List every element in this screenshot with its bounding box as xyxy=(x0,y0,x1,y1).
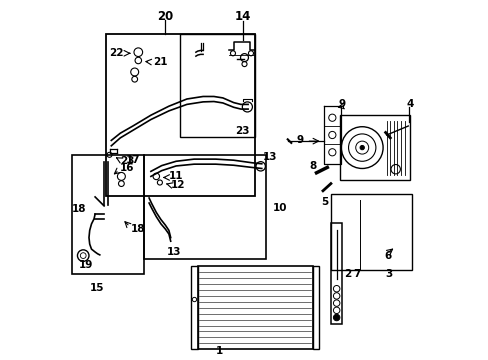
Text: 14: 14 xyxy=(234,10,250,23)
Text: 22: 22 xyxy=(109,48,123,58)
Text: 7: 7 xyxy=(352,269,360,279)
Text: 17: 17 xyxy=(125,155,140,165)
Bar xyxy=(339,115,409,180)
Text: 3: 3 xyxy=(384,269,391,279)
Circle shape xyxy=(359,145,364,150)
Text: 11: 11 xyxy=(168,171,183,181)
Text: 15: 15 xyxy=(89,283,104,293)
Text: 4: 4 xyxy=(406,99,413,109)
Bar xyxy=(106,34,255,196)
Bar xyxy=(312,266,319,349)
Text: 19: 19 xyxy=(79,260,93,270)
Text: 23: 23 xyxy=(120,156,135,166)
Text: 23: 23 xyxy=(235,126,249,136)
Text: 5: 5 xyxy=(320,197,327,207)
Circle shape xyxy=(333,314,339,321)
Text: 9: 9 xyxy=(337,99,345,109)
Text: 13: 13 xyxy=(167,247,181,257)
Text: 12: 12 xyxy=(170,180,185,190)
Bar xyxy=(330,194,411,270)
Text: 2: 2 xyxy=(344,269,351,279)
Text: 10: 10 xyxy=(272,203,286,213)
Bar xyxy=(72,155,143,274)
Text: 8: 8 xyxy=(308,161,316,171)
Text: 20: 20 xyxy=(157,10,173,23)
Text: 18: 18 xyxy=(131,224,145,234)
Text: 9: 9 xyxy=(296,135,303,145)
Text: 21: 21 xyxy=(152,57,167,67)
Bar xyxy=(330,223,342,324)
Bar xyxy=(197,266,312,349)
Bar xyxy=(191,266,197,349)
Bar xyxy=(143,155,265,259)
Text: 16: 16 xyxy=(120,163,135,174)
Text: 18: 18 xyxy=(71,204,86,214)
Text: 1: 1 xyxy=(215,346,223,356)
Text: 6: 6 xyxy=(384,251,391,261)
Bar xyxy=(179,34,255,137)
Text: 13: 13 xyxy=(263,152,277,162)
